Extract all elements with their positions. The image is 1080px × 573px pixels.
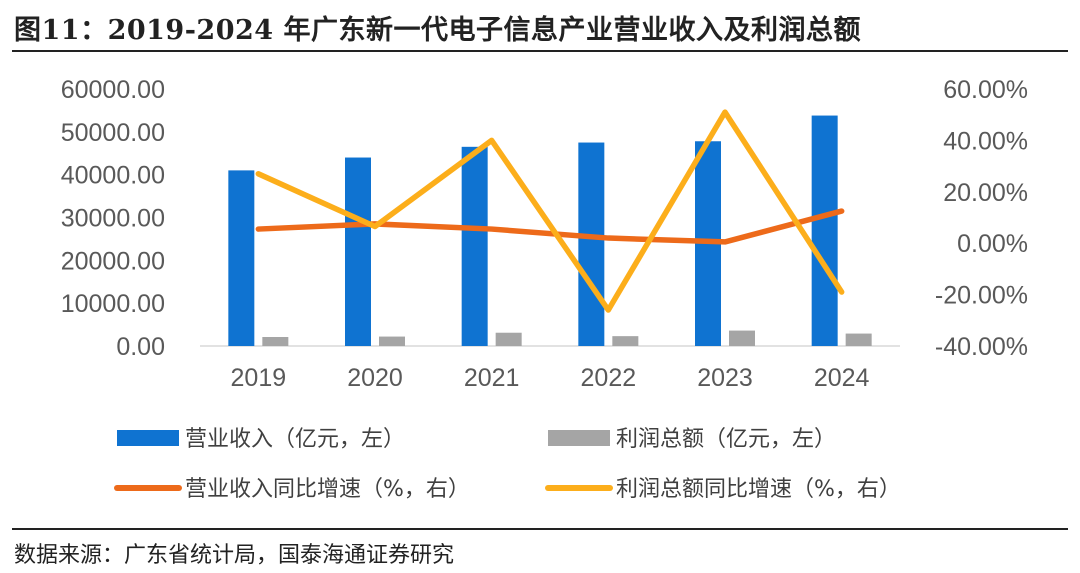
legend-profit-swatch (548, 430, 610, 446)
legend-profit-growth-label: 利润总额同比增速（%，右） (616, 477, 901, 502)
revenue-bar (461, 146, 488, 346)
y-right-tick-label: 40.00% (943, 127, 1028, 155)
y-left-tick-label: 0.00 (116, 333, 165, 361)
x-tick-label: 2024 (814, 364, 870, 392)
source-note: 数据来源：广东省统计局，国泰海通证券研究 (14, 543, 455, 568)
y-right-tick-label: 0.00% (957, 230, 1028, 258)
legend-revenue-growth-label: 营业收入同比增速（%，右） (185, 477, 470, 502)
y-left-tick-label: 60000.00 (61, 76, 165, 104)
chart: 60000.00 50000.00 40000.00 30000.00 20000.00… (61, 76, 1028, 502)
y-right-tick-label: 20.00% (943, 179, 1028, 207)
bottom-rule (12, 528, 1068, 530)
y-left-tick-label: 10000.00 (61, 290, 165, 318)
profit-growth-line (255, 109, 845, 313)
revenue-bar (228, 170, 255, 346)
revenue-bar (811, 115, 838, 346)
y-right-tick-label: 60.00% (943, 76, 1028, 104)
top-rule (12, 50, 1068, 52)
x-tick-label: 2023 (697, 364, 753, 392)
y-left-tick-label: 40000.00 (61, 162, 165, 190)
profit-bar (729, 330, 755, 346)
profit-bar (495, 332, 522, 346)
legend-profit-label: 利润总额（亿元，左） (616, 427, 836, 452)
revenue-growth-line (255, 208, 845, 245)
x-tick-label: 2021 (464, 364, 520, 392)
figure-title: 图11：2019-2024 年广东新一代电子信息产业营业收入及利润总额 (14, 15, 861, 46)
x-tick-label: 2019 (231, 364, 287, 392)
legend-revenue-swatch (117, 430, 179, 446)
revenue-bar (578, 142, 605, 346)
legend-revenue-label: 营业收入（亿元，左） (185, 427, 405, 452)
y-right-tick-label: -20.00% (935, 282, 1028, 310)
x-tick-label: 2020 (347, 364, 403, 392)
y-left-tick-label: 20000.00 (61, 247, 165, 275)
profit-bar (845, 333, 872, 346)
x-tick-label: 2022 (581, 364, 637, 392)
revenue-bar (345, 157, 371, 346)
profit-bar (379, 336, 405, 346)
y-right-tick-label: -40.00% (935, 333, 1028, 361)
profit-bar (262, 337, 289, 346)
profit-bar (612, 336, 639, 346)
y-left-tick-label: 50000.00 (61, 119, 165, 147)
y-left-tick-label: 30000.00 (61, 205, 165, 233)
